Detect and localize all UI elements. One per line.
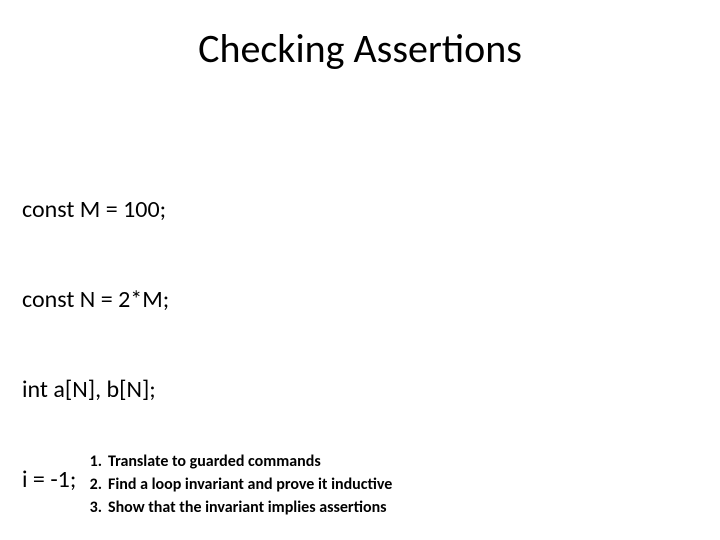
step-number: 3. (80, 496, 102, 519)
step-number: 1. (80, 450, 102, 473)
step-text: Show that the invariant implies assertio… (108, 498, 387, 517)
code-line: int a[N], b[N]; (22, 375, 199, 405)
code-line: const M = 100; (22, 195, 199, 225)
step-item: 3. Show that the invariant implies assert… (80, 496, 392, 519)
step-text: Translate to guarded commands (108, 452, 321, 471)
step-item: 1. Translate to guarded commands (80, 450, 392, 473)
code-line: const N = 2*M; (22, 285, 199, 315)
slide-title: Checking Assertions (0, 24, 720, 73)
step-item: 2. Find a loop invariant and prove it ind… (80, 473, 392, 496)
slide: Checking Assertions const M = 100; const… (0, 0, 720, 540)
step-number: 2. (80, 473, 102, 496)
step-text: Find a loop invariant and prove it induc… (108, 475, 392, 494)
steps-list: 1. Translate to guarded commands 2. Find a… (80, 450, 392, 520)
